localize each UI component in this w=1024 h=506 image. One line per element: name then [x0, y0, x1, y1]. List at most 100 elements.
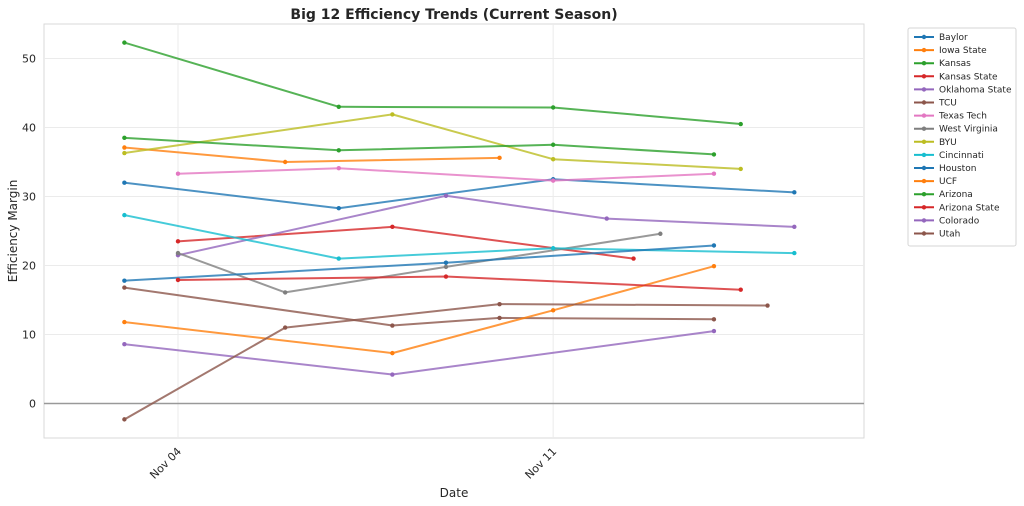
legend-label: Kansas — [939, 59, 971, 69]
data-point — [390, 224, 395, 230]
data-point — [175, 171, 181, 176]
legend-marker — [921, 74, 927, 79]
legend-marker — [921, 218, 927, 223]
legend-label: Arizona — [939, 190, 973, 200]
data-point — [765, 303, 770, 308]
y-tick-label: 30 — [22, 191, 36, 204]
legend-label: UCF — [939, 177, 957, 187]
series-line-cincinnati — [124, 214, 795, 260]
legend-label: Colorado — [939, 216, 980, 226]
series-kansas — [122, 40, 743, 127]
series-iowa-state — [122, 145, 502, 165]
data-point — [122, 145, 127, 150]
legend-marker — [921, 178, 927, 184]
legend-marker — [921, 113, 927, 118]
legend-entry-arizona: Arizona — [914, 190, 973, 200]
x-tick-label: Nov 11 — [523, 445, 560, 482]
series-ucf — [122, 263, 717, 356]
y-tick-label: 0 — [29, 398, 36, 411]
legend-label: West Virginia — [939, 125, 998, 135]
data-point — [658, 231, 663, 236]
legend-entry-texas-tech: Texas Tech — [914, 112, 987, 122]
data-point — [711, 328, 717, 334]
data-point — [631, 256, 636, 261]
data-point — [443, 274, 449, 279]
data-point — [792, 250, 797, 256]
data-point — [122, 341, 127, 347]
data-point — [122, 278, 127, 283]
legend-label: Arizona State — [939, 203, 1000, 213]
series-line-byu — [124, 113, 741, 170]
legend-label: Utah — [939, 230, 960, 240]
legend-label: Houston — [939, 164, 976, 174]
legend-entry-iowa-state: Iowa State — [914, 46, 987, 56]
legend-label: Kansas State — [939, 72, 998, 82]
legend-entry-houston: Houston — [914, 164, 976, 174]
data-point — [550, 157, 556, 162]
data-point — [711, 263, 717, 269]
data-point — [550, 246, 556, 251]
legend-label: Texas Tech — [938, 112, 987, 122]
data-point — [497, 315, 502, 321]
data-point — [336, 148, 341, 153]
data-point — [122, 285, 127, 290]
data-point — [282, 290, 288, 295]
data-point — [122, 150, 127, 156]
legend-marker — [921, 139, 927, 144]
data-point — [122, 180, 127, 185]
data-point — [711, 243, 717, 248]
chart-title: Big 12 Efficiency Trends (Current Season… — [290, 7, 617, 23]
series-line-utah — [123, 303, 768, 421]
data-point — [711, 171, 717, 176]
data-point — [738, 287, 743, 292]
series-line-tcu — [124, 286, 714, 327]
legend-entry-colorado: Colorado — [914, 216, 980, 226]
legend-marker — [921, 100, 927, 105]
legend-entry-tcu: TCU — [914, 99, 957, 109]
data-point — [336, 256, 341, 261]
series-byu — [122, 112, 743, 172]
legend-marker — [921, 126, 927, 131]
plot-area — [43, 23, 865, 439]
data-point — [390, 112, 395, 117]
data-point — [122, 40, 127, 45]
data-point — [336, 104, 341, 110]
series-line-kansas — [124, 41, 741, 125]
series-cincinnati — [122, 212, 797, 261]
legend-entry-oklahoma-state: Oklahoma State — [914, 85, 1012, 95]
series-line-oklahoma-state — [177, 194, 795, 257]
legend-label: TCU — [938, 99, 957, 109]
data-point — [282, 325, 288, 330]
legend-entry-kansas-state: Kansas State — [914, 72, 998, 82]
data-point — [175, 277, 181, 283]
series-line-ucf — [124, 265, 715, 355]
data-point — [550, 178, 556, 183]
legend-entry-utah: Utah — [914, 230, 960, 240]
series-texas-tech — [175, 166, 717, 183]
legend-label: Cincinnati — [939, 151, 984, 161]
legend-marker — [921, 34, 927, 40]
legend-label: BYU — [939, 138, 957, 148]
data-point — [550, 142, 556, 147]
data-point — [792, 190, 797, 195]
x-tick-label: Nov 04 — [147, 445, 184, 482]
data-point — [550, 105, 556, 110]
legend-marker — [921, 61, 927, 66]
legend-box — [907, 27, 1017, 247]
data-point — [792, 224, 797, 230]
data-point — [122, 212, 127, 218]
data-point — [175, 250, 181, 256]
data-point — [122, 319, 127, 325]
x-axis: Nov 04 Nov 11 — [147, 445, 559, 482]
legend-marker — [921, 47, 927, 53]
legend-marker — [921, 165, 927, 171]
data-point — [390, 323, 395, 328]
data-point — [443, 193, 449, 199]
data-point — [550, 308, 556, 313]
y-tick-label: 10 — [22, 329, 36, 342]
series-colorado — [122, 328, 717, 377]
y-tick-label: 40 — [22, 122, 36, 135]
legend-entry-west-virginia: West Virginia — [914, 125, 998, 135]
series-tcu — [122, 285, 717, 328]
